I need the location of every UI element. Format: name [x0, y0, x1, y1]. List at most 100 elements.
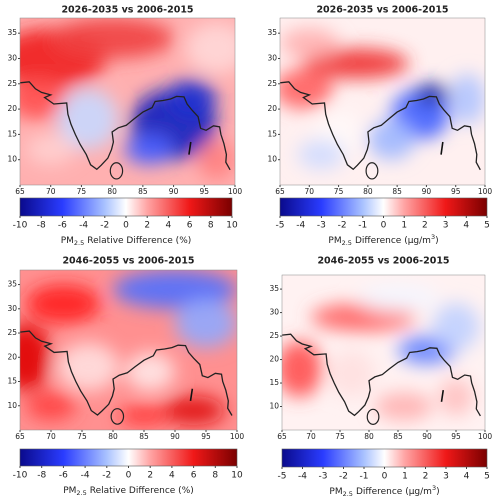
colorbar-tick-label: 10 [231, 471, 243, 481]
y-tick-label: 15 [269, 378, 279, 387]
map-frame [281, 274, 486, 431]
y-tick-label: 10 [7, 155, 17, 164]
label-superscript: 3 [431, 233, 435, 241]
colorbar-tick-label: -5 [276, 221, 285, 231]
field-blob [124, 134, 174, 165]
colorbar-tick-label: 1 [401, 221, 407, 231]
y-tick-label: 35 [7, 280, 17, 289]
field-blob [282, 340, 323, 398]
field [280, 18, 485, 185]
colorbar-tick-label: -10 [13, 471, 28, 481]
x-tick-label: 65 [275, 187, 285, 196]
field-blob [303, 48, 409, 79]
field-blob [280, 28, 339, 59]
field-blob [297, 139, 345, 170]
colorbar-tick-label: -4 [79, 221, 88, 231]
x-tick-label: 85 [392, 187, 402, 196]
field-blob [26, 391, 76, 421]
sri-lanka [109, 162, 124, 180]
field-blob [26, 134, 76, 165]
field-blob [167, 78, 217, 120]
colorbar-tick-label: 6 [187, 221, 193, 231]
colorbar-tick-label: -8 [37, 221, 46, 231]
x-tick-label: 65 [15, 187, 25, 196]
colorbar-tick-label: -3 [317, 221, 326, 231]
andaman-islands [440, 141, 444, 155]
map-frame [19, 17, 236, 186]
colorbar-tick-label: -1 [358, 221, 367, 231]
x-tick-label: 75 [77, 187, 87, 196]
y-tick-label: 25 [7, 328, 17, 337]
x-tick-label: 95 [200, 187, 210, 196]
x-tick-label: 100 [478, 432, 493, 441]
x-tick-label: 75 [335, 432, 345, 441]
x-tick-label: 70 [306, 432, 316, 441]
y-tick-label: 35 [269, 284, 279, 293]
colorbar-tick-label: -1 [360, 472, 369, 482]
colorbar-tick-label: 8 [208, 221, 214, 231]
field-blob [438, 378, 474, 416]
field-blobs [282, 284, 480, 421]
y-tick-label: 25 [269, 331, 279, 340]
x-tick-label: 100 [230, 432, 245, 441]
x-tick-label: 75 [334, 187, 344, 196]
y-tick-label: 30 [7, 304, 17, 313]
field-blob [56, 88, 119, 150]
colorbar-label: PM2.5 Relative Difference (%) [61, 236, 192, 248]
y-tick-label: 35 [7, 28, 17, 37]
coastline [282, 333, 481, 417]
x-tick-label: 65 [277, 432, 287, 441]
label-subscript: 2.5 [343, 490, 353, 498]
y-tick-label: 30 [267, 53, 277, 62]
x-tick-label: 85 [393, 432, 403, 441]
label-text: Difference (µg/m [356, 487, 432, 497]
andaman-islands [189, 388, 194, 402]
field-blob [328, 350, 375, 398]
x-tick-label: 80 [363, 187, 373, 196]
colorbar-tick-label: 2 [144, 221, 150, 231]
x-tick-label: 85 [139, 432, 149, 441]
y-tick-label: 10 [267, 155, 277, 164]
label-end: ) [436, 487, 440, 497]
label-subscript: 2.5 [74, 239, 84, 247]
x-tick-label: 70 [46, 432, 56, 441]
coastline [280, 81, 481, 171]
coastline [20, 330, 233, 416]
field-blob [50, 18, 174, 59]
x-tick-label: 70 [305, 187, 315, 196]
field-blob [175, 299, 237, 348]
field-blobs [20, 270, 237, 426]
field-blob [367, 119, 415, 160]
colorbar-tick-label: 10 [226, 221, 238, 231]
colorbar-tick-label: -6 [58, 221, 67, 231]
x-tick-label: 90 [422, 432, 432, 441]
andaman-islands [440, 389, 445, 402]
field-blob [162, 396, 225, 426]
colorbar-tick-label: -5 [278, 472, 287, 482]
field [20, 270, 237, 430]
y-tick-label: 30 [269, 308, 279, 317]
label-base: PM [63, 486, 76, 496]
panel-title: 2046-2055 vs 2006-2015 [62, 256, 194, 267]
y-tick-label: 20 [269, 355, 279, 364]
colorbar-tick-label: 0 [382, 472, 388, 482]
map-frame [19, 269, 238, 431]
colorbar [279, 197, 488, 217]
colorbar-tick-label: 4 [169, 471, 175, 481]
field-blob [432, 303, 480, 351]
x-tick-label: 80 [107, 187, 117, 196]
colorbar-tick-label: 2 [422, 221, 428, 231]
panel-title: 2026-2035 vs 2006-2015 [61, 5, 193, 16]
colorbar-tick-label: 0 [126, 471, 132, 481]
colorbar-tick-label: 5 [484, 221, 490, 231]
x-tick-label: 75 [77, 432, 87, 441]
label-subscript: 2.5 [342, 239, 352, 247]
y-tick-label: 20 [7, 352, 17, 361]
field [20, 18, 235, 185]
colorbar-tick-label: 5 [484, 472, 490, 482]
field-blob [198, 139, 235, 180]
y-tick-label: 30 [7, 53, 17, 62]
x-tick-label: 100 [478, 187, 493, 196]
y-tick-label: 15 [7, 377, 17, 386]
